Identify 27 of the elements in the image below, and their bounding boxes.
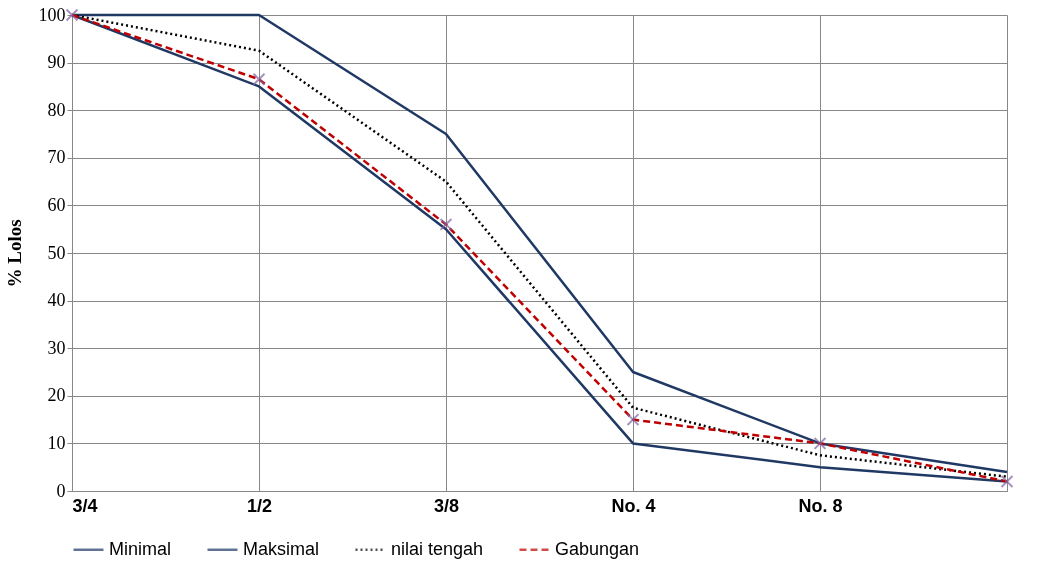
point bbox=[1000, 475, 1014, 488]
legend-label: nilai tengah bbox=[391, 538, 484, 559]
y-tick-label: 80 bbox=[47, 99, 66, 120]
y-tick-label: 0 bbox=[56, 480, 66, 501]
y-tick-label: 20 bbox=[47, 385, 66, 406]
y-tick-label: 60 bbox=[47, 194, 66, 215]
legend-label: Gabungan bbox=[555, 538, 640, 559]
y-axis-title: % Lolos bbox=[3, 219, 25, 288]
point bbox=[813, 436, 827, 450]
x-tick-label: No. 8 bbox=[798, 495, 843, 516]
point bbox=[252, 72, 266, 86]
legend-label: Minimal bbox=[109, 538, 172, 559]
y-tick-label: 70 bbox=[47, 147, 66, 168]
y-tick-label: 30 bbox=[47, 337, 66, 358]
point bbox=[439, 217, 453, 231]
y-tick-label: 40 bbox=[47, 290, 66, 311]
y-tick-label: 90 bbox=[47, 52, 66, 73]
point bbox=[65, 8, 79, 22]
x-tick-label: 3/4 bbox=[72, 495, 98, 516]
point bbox=[626, 413, 640, 427]
legend-label: Maksimal bbox=[243, 538, 320, 559]
y-tick-label: 10 bbox=[47, 432, 66, 453]
y-tick-label: 100 bbox=[38, 4, 66, 25]
x-tick-label: 1/2 bbox=[246, 495, 273, 516]
y-tick-label: 50 bbox=[47, 242, 66, 263]
x-tick-label: 3/8 bbox=[433, 495, 460, 516]
x-tick-label: No. 4 bbox=[611, 495, 656, 516]
